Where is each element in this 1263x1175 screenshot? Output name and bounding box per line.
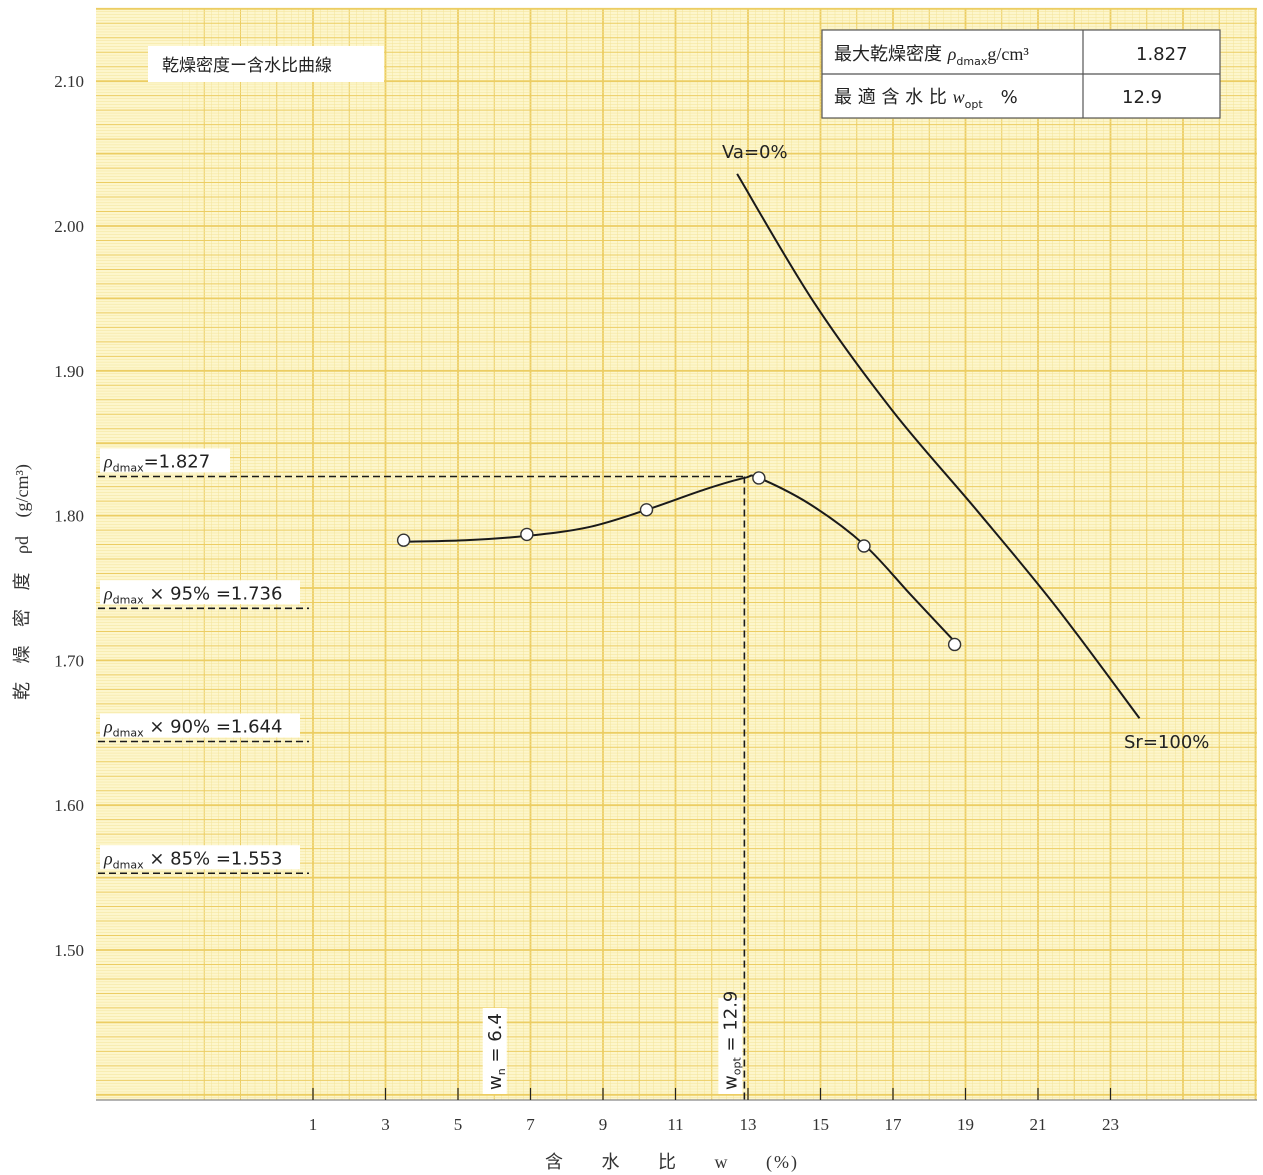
reference-line-label: ρdmax=1.827 [103, 452, 210, 475]
vertical-marker-label: wn = 6.4 [485, 1013, 508, 1090]
x-tick-label: 1 [309, 1115, 318, 1134]
data-point [857, 539, 871, 553]
y-tick-label: 1.50 [54, 941, 84, 960]
y-tick-label: 2.00 [54, 217, 84, 236]
x-tick-label: 23 [1102, 1115, 1119, 1134]
y-tick-label: 1.90 [54, 362, 84, 381]
y-tick-label: 2.10 [54, 72, 84, 91]
result-table: 最大乾燥密度 ρdmaxg/cm³ 1.827 最 適 含 水 比 wopt% … [821, 29, 1221, 119]
table-value-max-density: 1.827 [1136, 44, 1188, 65]
saturation-label: Sr=100% [1124, 732, 1209, 753]
x-tick-label: 9 [599, 1115, 608, 1134]
data-point [520, 527, 534, 542]
data-point [639, 503, 654, 517]
axes: 1 3 5 7 9 11 13 15 17 19 21 231.501.601.701.801.902… [54, 72, 1257, 1134]
x-tick-label: 7 [526, 1115, 535, 1134]
data-point [752, 471, 766, 485]
table-label-opt-water: 最 適 含 水 比 wopt% [834, 87, 1018, 111]
chart-title-box [148, 46, 384, 82]
x-tick-label: 21 [1030, 1115, 1047, 1134]
reference-line-label: ρdmax × 90% =1.644 [103, 716, 282, 739]
saturation-curve [736, 173, 1141, 719]
zero-air-void-label: Va=0% [722, 142, 788, 163]
x-tick-label: 5 [454, 1115, 463, 1134]
x-tick-label: 3 [381, 1115, 390, 1134]
y-tick-label: 1.70 [54, 651, 84, 670]
plot-area [96, 8, 1257, 1100]
y-tick-label: 1.80 [54, 507, 84, 526]
data-points [396, 471, 962, 652]
reference-lines: ρdmax=1.827 ρdmax × 95% =1.736 ρdmax × 90%… [98, 448, 746, 1100]
x-axis-title: 含 水 比 w (%) [545, 1152, 799, 1173]
vertical-marker-label: wopt = 12.9 [720, 991, 743, 1090]
x-tick-label: 19 [957, 1115, 974, 1134]
table-label-max-density: 最大乾燥密度 ρdmaxg/cm³ [834, 44, 1029, 68]
grid [96, 7, 1257, 1100]
x-tick-label: 11 [667, 1115, 683, 1134]
data-point [947, 637, 962, 652]
y-tick-label: 1.60 [54, 796, 84, 815]
reference-line-label: ρdmax × 95% =1.736 [103, 583, 282, 606]
x-tick-label: 17 [885, 1115, 903, 1134]
chart-title: 乾燥密度ー含水比曲線 [162, 56, 332, 76]
table-value-opt-water: 12.9 [1122, 87, 1162, 108]
x-tick-label: 15 [812, 1115, 829, 1134]
y-axis-title: 乾 燥 密 度 ρd (g/cm³) [12, 464, 33, 700]
data-point [396, 533, 411, 547]
x-tick-label: 13 [740, 1115, 757, 1134]
reference-line-label: ρdmax × 85% =1.553 [103, 848, 282, 871]
